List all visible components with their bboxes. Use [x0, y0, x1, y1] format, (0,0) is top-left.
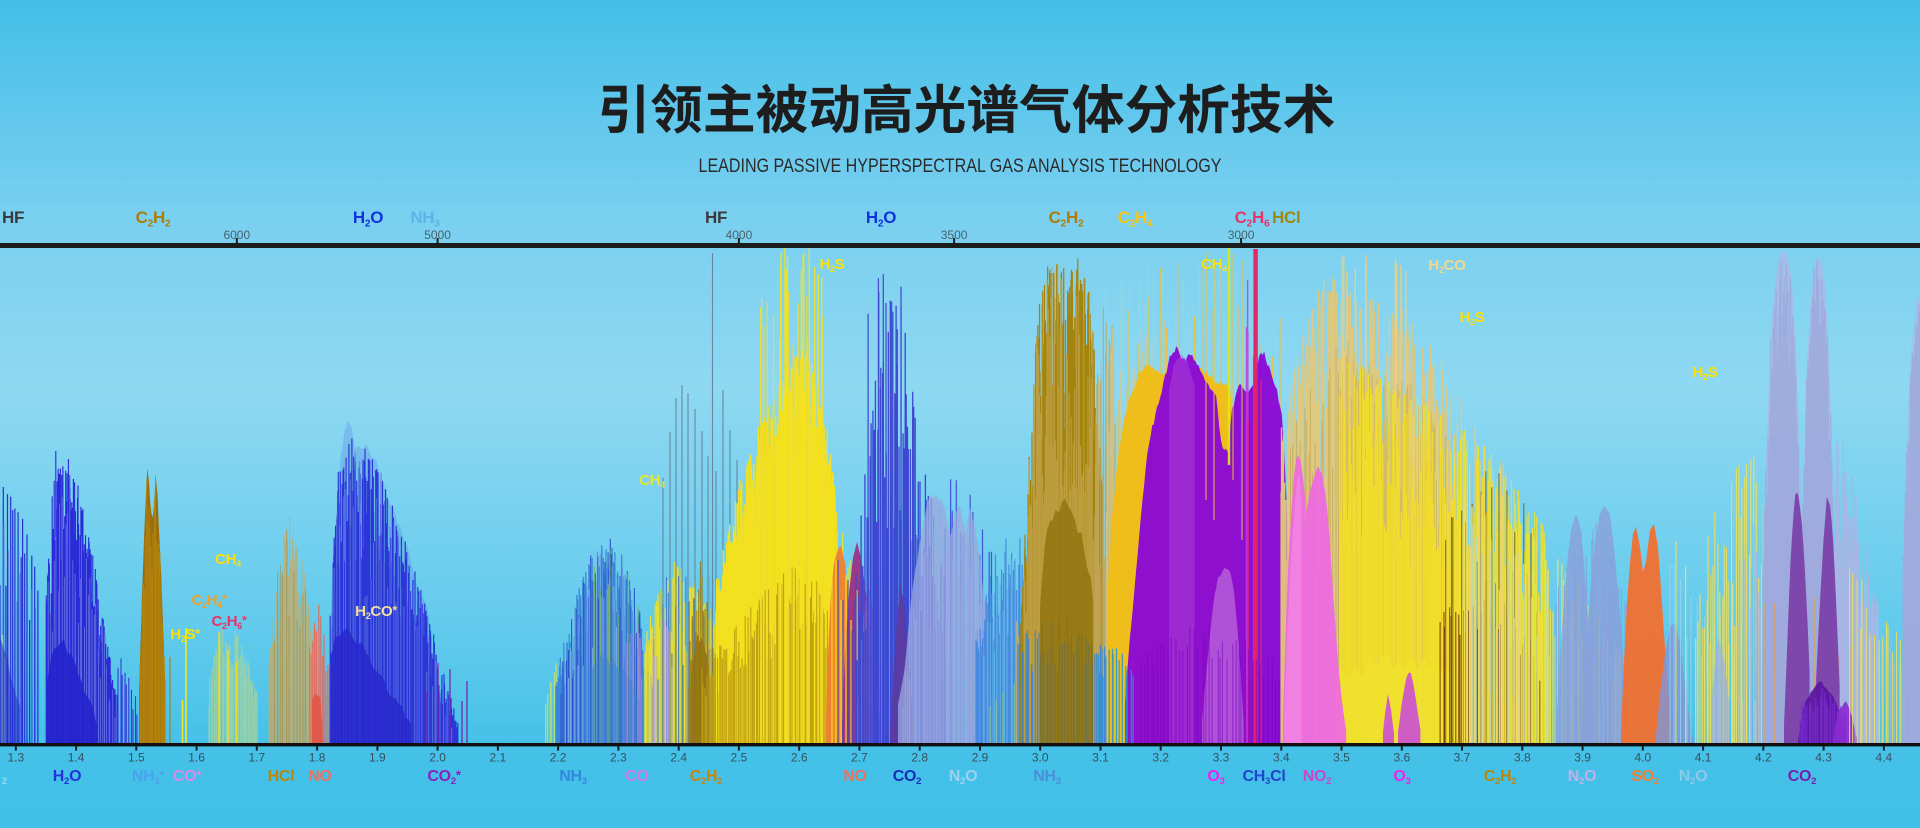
svg-text:2.9: 2.9: [972, 751, 989, 765]
svg-text:2.8: 2.8: [911, 751, 928, 765]
svg-text:CO: CO: [625, 768, 648, 785]
svg-text:3.2: 3.2: [1152, 751, 1169, 765]
svg-text:NH3: NH3: [559, 768, 587, 787]
svg-text:2.4: 2.4: [670, 751, 687, 765]
svg-text:N2O: N2O: [1679, 768, 1707, 787]
svg-text:C2H6: C2H6: [1235, 208, 1270, 229]
svg-text:1.3: 1.3: [7, 751, 24, 765]
svg-text:3.1: 3.1: [1092, 751, 1109, 765]
svg-text:3.3: 3.3: [1213, 751, 1230, 765]
svg-text:CO2*: CO2*: [427, 767, 461, 787]
svg-text:2.2: 2.2: [550, 751, 567, 765]
svg-text:HCl: HCl: [268, 768, 295, 785]
svg-text:NH3: NH3: [410, 208, 440, 229]
svg-text:NO2: NO2: [1303, 768, 1331, 787]
svg-text:C2H6*: C2H6*: [211, 613, 247, 631]
svg-text:SO2: SO2: [1631, 768, 1659, 787]
svg-text:H2O: H2O: [353, 208, 383, 229]
svg-text:4.2: 4.2: [1755, 751, 1772, 765]
svg-text:1.9: 1.9: [369, 751, 386, 765]
svg-text:C2H2: C2H2: [1484, 768, 1517, 787]
svg-text:1.8: 1.8: [309, 751, 326, 765]
svg-text:C2H2: C2H2: [136, 208, 171, 229]
svg-text:2.1: 2.1: [490, 751, 507, 765]
svg-text:H2CO: H2CO: [1428, 257, 1466, 275]
svg-text:3500: 3500: [941, 228, 968, 242]
svg-text:LEADING PASSIVE HYPERSPECTRAL: LEADING PASSIVE HYPERSPECTRAL GAS ANALYS…: [699, 156, 1222, 177]
svg-text:4.0: 4.0: [1634, 751, 1651, 765]
svg-text:NO: NO: [308, 768, 331, 785]
svg-text:HF: HF: [2, 208, 24, 227]
svg-text:C2H2: C2H2: [690, 768, 723, 787]
svg-text:3000: 3000: [1228, 228, 1255, 242]
svg-text:1.7: 1.7: [248, 751, 265, 765]
svg-text:H2O: H2O: [53, 768, 81, 787]
svg-text:CO*: CO*: [173, 767, 202, 785]
svg-text:CH4: CH4: [215, 551, 241, 569]
svg-text:1.4: 1.4: [68, 751, 85, 765]
svg-text:3.8: 3.8: [1514, 751, 1531, 765]
svg-text:CH4: CH4: [639, 472, 665, 490]
svg-text:5000: 5000: [424, 228, 451, 242]
svg-text:3.0: 3.0: [1032, 751, 1049, 765]
svg-text:H2CO*: H2CO*: [355, 603, 397, 621]
svg-text:4.1: 4.1: [1695, 751, 1712, 765]
svg-text:NO: NO: [843, 768, 866, 785]
svg-text:4000: 4000: [726, 228, 753, 242]
svg-text:2.6: 2.6: [791, 751, 808, 765]
svg-text:CH3Cl: CH3Cl: [1243, 768, 1286, 787]
svg-text:3.9: 3.9: [1574, 751, 1591, 765]
svg-text:3.6: 3.6: [1393, 751, 1410, 765]
svg-text:3.4: 3.4: [1273, 751, 1290, 765]
svg-text:3.5: 3.5: [1333, 751, 1350, 765]
svg-text:N2O: N2O: [1568, 768, 1596, 787]
svg-text:C2H2: C2H2: [1049, 208, 1084, 229]
svg-text:HF: HF: [705, 208, 727, 227]
svg-text:CO2: CO2: [893, 768, 921, 787]
svg-text:H2O: H2O: [866, 208, 896, 229]
svg-text:6000: 6000: [223, 228, 250, 242]
svg-text:NH3*: NH3*: [132, 767, 166, 787]
svg-text:2.0: 2.0: [429, 751, 446, 765]
svg-text:CH4: CH4: [1201, 256, 1227, 274]
svg-text:2.3: 2.3: [610, 751, 627, 765]
svg-text:H2S: H2S: [820, 256, 845, 274]
svg-text:C2H4*: C2H4*: [191, 592, 227, 610]
svg-text:2.7: 2.7: [851, 751, 868, 765]
svg-text:O3: O3: [1207, 768, 1224, 787]
svg-text:N2O: N2O: [949, 768, 977, 787]
svg-text:2.5: 2.5: [731, 751, 748, 765]
svg-text:1.5: 1.5: [128, 751, 145, 765]
svg-text:H2S*: H2S*: [170, 626, 200, 644]
svg-text:3.7: 3.7: [1454, 751, 1471, 765]
svg-text:O3: O3: [1393, 768, 1410, 787]
svg-text:1.6: 1.6: [188, 751, 205, 765]
svg-text:CO2: CO2: [1788, 768, 1816, 787]
svg-text:NH3: NH3: [1033, 768, 1061, 787]
svg-text:4.3: 4.3: [1815, 751, 1832, 765]
svg-text:C2H4: C2H4: [1118, 208, 1153, 229]
svg-text:H2S: H2S: [1460, 309, 1485, 327]
svg-text:2: 2: [2, 776, 7, 786]
svg-text:4.4: 4.4: [1876, 751, 1893, 765]
svg-text:HCl: HCl: [1272, 208, 1300, 227]
svg-text:H2S: H2S: [1693, 364, 1718, 382]
